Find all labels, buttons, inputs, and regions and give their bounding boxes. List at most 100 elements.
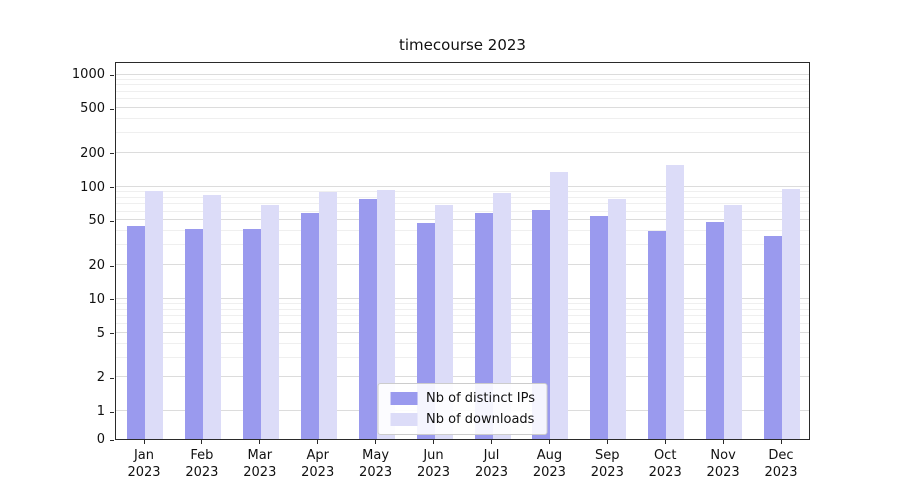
chart-title: timecourse 2023 [399, 36, 526, 54]
x-tick-mark-nov-2023 [722, 440, 724, 444]
gridline-30 [116, 244, 809, 246]
x-tick-label-jul-2023: Jul 2023 [474, 448, 509, 480]
gridline-2 [116, 376, 809, 378]
bar-nb-of-downloads-may-2023 [376, 190, 395, 439]
gridline-700 [116, 90, 809, 92]
bar-nb-of-distinct-ips-jul-2023 [474, 213, 493, 439]
x-tick-mark-dec-2023 [780, 440, 782, 444]
legend-entry-nb-of-downloads: Nb of downloads [390, 412, 535, 427]
x-tick-mark-oct-2023 [664, 440, 666, 444]
gridline-1000 [116, 73, 809, 75]
bar-nb-of-downloads-jun-2023 [434, 205, 453, 439]
y-tick-label-1000: 1000 [71, 67, 105, 83]
x-tick-mark-may-2023 [375, 440, 377, 444]
y-tick-mark-20 [110, 265, 114, 267]
x-tick-label-jun-2023: Jun 2023 [416, 448, 451, 480]
gridline-80 [116, 196, 809, 198]
bar-nb-of-downloads-feb-2023 [202, 194, 221, 439]
x-tick-mark-feb-2023 [201, 440, 203, 444]
x-tick-mark-apr-2023 [317, 440, 319, 444]
bar-nb-of-distinct-ips-feb-2023 [184, 228, 203, 439]
bar-nb-of-downloads-sep-2023 [608, 198, 627, 439]
bar-nb-of-downloads-oct-2023 [666, 165, 685, 439]
x-tick-label-may-2023: May 2023 [359, 448, 393, 480]
gridline-20 [116, 264, 809, 266]
gridline-9 [116, 303, 809, 304]
y-tick-mark-50 [110, 220, 114, 222]
x-tick-label-sep-2023: Sep 2023 [590, 448, 624, 480]
gridline-90 [116, 190, 809, 192]
gridline-70 [116, 203, 809, 204]
gridline-8 [116, 308, 809, 310]
bar-nb-of-downloads-jan-2023 [145, 190, 163, 439]
bar-nb-of-downloads-apr-2023 [318, 191, 337, 439]
y-tick-label-5: 5 [96, 325, 105, 341]
y-tick-label-0: 0 [96, 432, 105, 447]
bar-nb-of-downloads-nov-2023 [724, 205, 743, 439]
gridline-500 [116, 107, 809, 109]
bar-nb-of-downloads-aug-2023 [550, 172, 569, 439]
x-tick-label-nov-2023: Nov 2023 [706, 448, 740, 480]
y-tick-mark-10 [110, 299, 114, 301]
x-tick-label-jan-2023: Jan 2023 [127, 448, 161, 480]
y-tick-label-100: 100 [80, 179, 105, 195]
bar-nb-of-distinct-ips-dec-2023 [764, 236, 782, 439]
x-tick-label-aug-2023: Aug 2023 [532, 448, 566, 480]
bar-nb-of-distinct-ips-oct-2023 [648, 231, 667, 439]
x-tick-mark-jan-2023 [143, 440, 145, 444]
legend-label-nb-of-downloads: Nb of downloads [426, 412, 535, 427]
plot-area: Nb of distinct IPs Nb of downloads [115, 62, 810, 440]
x-tick-mark-jul-2023 [491, 440, 492, 444]
y-tick-mark-2 [110, 377, 114, 379]
bar-nb-of-downloads-jul-2023 [492, 192, 511, 439]
gridline-4 [116, 342, 809, 344]
y-tick-mark-1 [110, 411, 114, 413]
gridline-600 [116, 98, 809, 100]
legend-entry-nb-of-distinct-ips: Nb of distinct IPs [390, 391, 535, 406]
gridline-5 [116, 331, 809, 333]
y-tick-mark-500 [110, 108, 114, 110]
y-tick-label-200: 200 [80, 145, 105, 161]
gridline-50 [116, 219, 809, 221]
x-tick-label-mar-2023: Mar 2023 [243, 448, 277, 480]
gridline-300 [116, 132, 809, 134]
x-tick-label-oct-2023: Oct 2023 [648, 448, 682, 480]
y-tick-mark-5 [110, 333, 114, 335]
y-tick-label-500: 500 [80, 101, 105, 117]
legend-swatch-nb-of-downloads [390, 413, 418, 426]
y-tick-label-50: 50 [88, 213, 105, 229]
legend-label-nb-of-distinct-ips: Nb of distinct IPs [426, 391, 535, 406]
x-tick-mark-jun-2023 [433, 440, 434, 444]
y-tick-mark-0 [110, 439, 114, 441]
bar-nb-of-distinct-ips-mar-2023 [242, 228, 261, 439]
legend: Nb of distinct IPs Nb of downloads [377, 383, 548, 435]
gridline-400 [116, 118, 809, 120]
x-tick-label-dec-2023: Dec 2023 [764, 448, 798, 480]
gridline-10 [116, 297, 809, 299]
bar-nb-of-distinct-ips-may-2023 [358, 198, 377, 439]
y-tick-label-20: 20 [88, 258, 105, 274]
x-tick-label-apr-2023: Apr 2023 [301, 448, 335, 480]
gridline-60 [116, 210, 809, 212]
bar-nb-of-downloads-dec-2023 [782, 189, 800, 439]
gridline-3 [116, 356, 809, 358]
bar-nb-of-distinct-ips-nov-2023 [706, 222, 725, 439]
x-tick-mark-sep-2023 [606, 440, 608, 444]
gridline-200 [116, 151, 809, 153]
bar-nb-of-distinct-ips-apr-2023 [300, 213, 319, 439]
gridline-900 [116, 78, 809, 80]
y-tick-mark-200 [110, 153, 114, 155]
y-tick-mark-1000 [110, 74, 114, 76]
y-tick-label-1: 1 [96, 404, 105, 419]
y-tick-label-2: 2 [96, 370, 105, 386]
x-tick-label-feb-2023: Feb 2023 [185, 448, 219, 480]
x-tick-mark-mar-2023 [259, 440, 261, 444]
bar-nb-of-downloads-mar-2023 [260, 205, 279, 439]
y-tick-label-10: 10 [88, 291, 105, 307]
legend-swatch-nb-of-distinct-ips [390, 392, 418, 405]
gridline-40 [116, 230, 809, 232]
bar-nb-of-distinct-ips-jan-2023 [127, 225, 145, 439]
bar-nb-of-distinct-ips-sep-2023 [590, 215, 609, 439]
gridline-7 [116, 315, 809, 317]
